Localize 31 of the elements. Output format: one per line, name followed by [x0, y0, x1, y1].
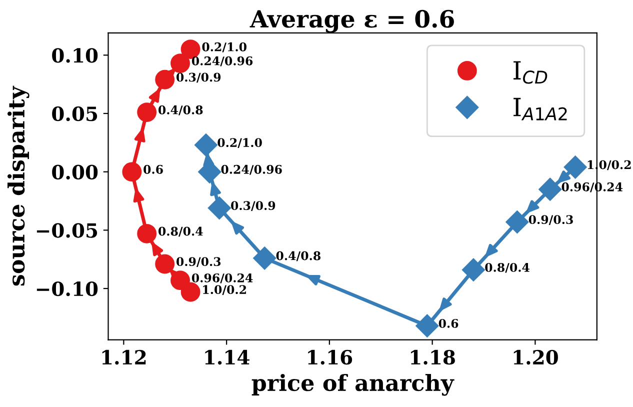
- x-tick-label: 1.14: [205, 350, 250, 365]
- annotation: 0.96/0.24: [192, 273, 253, 284]
- annotation: 0.24/0.96: [192, 56, 253, 66]
- annotation: 0.9/0.3: [528, 215, 573, 225]
- x-tick-label: 1.18: [411, 350, 455, 365]
- x-axis-title: price of anarchy: [252, 374, 454, 396]
- annotation: 0.24/0.96: [221, 164, 282, 175]
- annotation: 0.2/1.0: [218, 138, 262, 148]
- y-tick-label: 0.10: [52, 48, 98, 63]
- y-axis-title: source disparity: [7, 86, 30, 286]
- y-tick-label: 0.00: [52, 164, 98, 180]
- annotation: 0.6: [144, 164, 163, 174]
- annotation: 0.8/0.4: [485, 262, 530, 273]
- x-tick-label: 1.12: [102, 350, 146, 365]
- y-tick-label: −0.05: [36, 223, 98, 238]
- annotation: 1.0/0.2: [203, 285, 246, 295]
- y-tick-label: −0.10: [36, 281, 98, 296]
- annotation: 0.8/0.4: [158, 226, 203, 237]
- annotation: 0.4/0.8: [276, 251, 320, 262]
- annotation: 0.2/1.0: [202, 42, 246, 52]
- x-tick-label: 1.20: [514, 350, 558, 365]
- annotation: 0.3/0.9: [231, 201, 276, 211]
- x-tick-label: 1.16: [308, 350, 352, 365]
- y-tick-label: 0.05: [52, 106, 98, 122]
- chart-title: Average ε = 0.6: [250, 10, 454, 33]
- annotation: 0.6: [438, 318, 458, 328]
- legend-label: I$_{A1A2}$: [514, 98, 567, 120]
- annotation: 0.9/0.3: [176, 257, 221, 267]
- annotation: 0.4/0.8: [158, 105, 203, 116]
- annotation: 0.3/0.9: [176, 72, 221, 83]
- legend-label: I$_{CD}$: [514, 61, 548, 84]
